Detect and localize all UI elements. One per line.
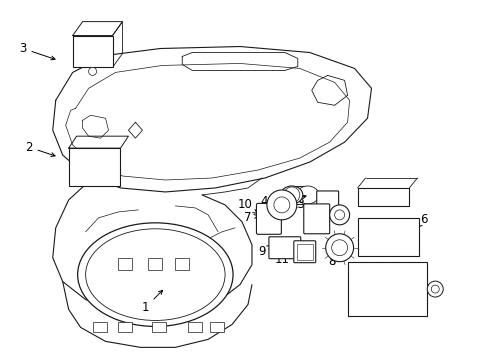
Bar (175, 258, 189, 270)
Circle shape (430, 285, 438, 293)
Ellipse shape (296, 186, 318, 204)
Text: 12: 12 (368, 193, 386, 206)
Bar (296, 244, 312, 260)
Bar (188, 323, 202, 332)
Circle shape (427, 281, 442, 297)
Circle shape (88, 67, 96, 75)
Ellipse shape (280, 186, 302, 204)
Bar (152, 323, 166, 332)
Text: 5: 5 (281, 195, 305, 208)
FancyBboxPatch shape (357, 188, 408, 206)
Text: 9: 9 (258, 245, 270, 258)
Bar (357, 218, 419, 256)
FancyBboxPatch shape (268, 237, 300, 259)
Text: 15: 15 (366, 263, 381, 276)
Text: 11: 11 (274, 252, 294, 266)
Text: 10: 10 (237, 198, 257, 213)
Circle shape (325, 234, 353, 262)
Text: 7: 7 (244, 211, 258, 224)
Bar (92, 323, 106, 332)
Bar (347, 262, 427, 316)
Bar (118, 258, 132, 270)
FancyBboxPatch shape (68, 148, 120, 186)
Text: 2: 2 (25, 141, 55, 157)
Circle shape (331, 240, 347, 256)
Circle shape (334, 210, 344, 220)
Text: 1: 1 (142, 290, 162, 314)
FancyBboxPatch shape (316, 191, 338, 215)
Ellipse shape (85, 229, 224, 320)
Text: 6: 6 (417, 213, 427, 228)
Circle shape (273, 197, 289, 213)
Text: 14: 14 (317, 198, 331, 217)
FancyBboxPatch shape (303, 204, 329, 234)
FancyBboxPatch shape (293, 241, 315, 263)
Bar (210, 323, 224, 332)
Circle shape (283, 187, 299, 203)
Bar (118, 323, 132, 332)
Text: 4: 4 (260, 195, 278, 208)
Circle shape (266, 190, 296, 220)
Bar (148, 258, 162, 270)
Text: 3: 3 (19, 42, 55, 60)
Text: 8: 8 (327, 252, 337, 268)
Circle shape (329, 205, 349, 225)
Text: 13: 13 (290, 198, 308, 213)
Bar (73, 36, 112, 67)
FancyBboxPatch shape (256, 203, 281, 234)
Ellipse shape (78, 223, 233, 327)
